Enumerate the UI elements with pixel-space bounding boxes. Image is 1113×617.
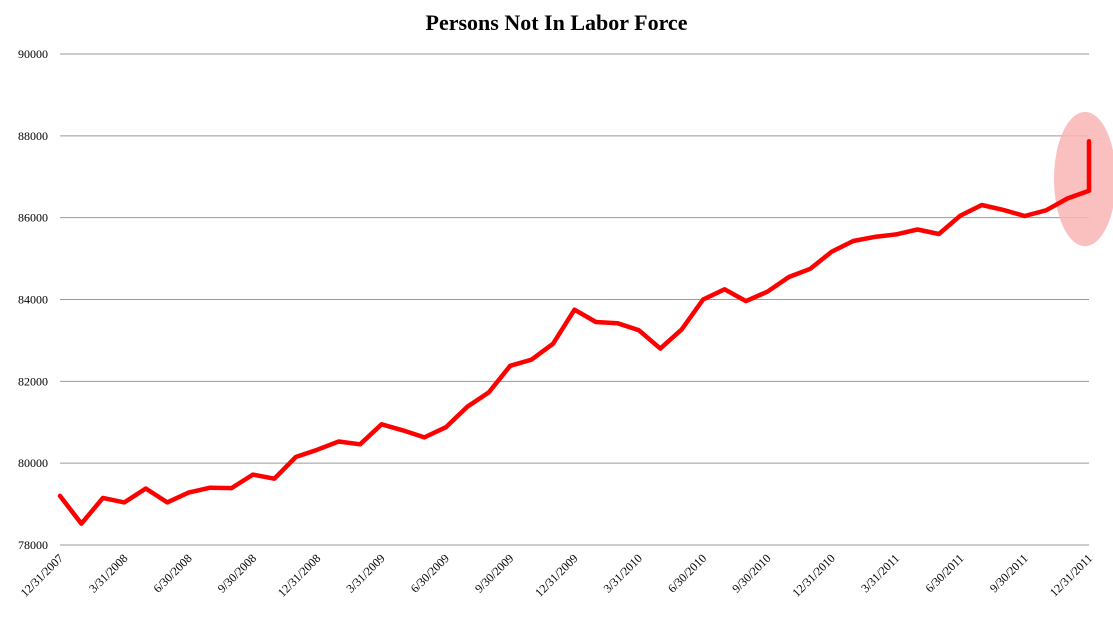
series (57, 138, 1092, 526)
annotations (1054, 111, 1113, 247)
x-tick-label: 9/30/2009 (472, 551, 516, 595)
x-tick-label: 12/31/2010 (789, 551, 838, 600)
x-tick-label: 3/31/2009 (343, 551, 387, 595)
x-tick-label: 6/30/2011 (922, 551, 966, 595)
y-tick-label: 88000 (18, 129, 48, 143)
x-tick-label: 6/30/2010 (665, 551, 709, 595)
x-tick-label: 9/30/2008 (215, 551, 259, 595)
x-tick-label: 3/31/2008 (86, 551, 130, 595)
x-tick-label: 6/30/2008 (150, 551, 194, 595)
gridlines (60, 53, 1089, 546)
x-tick-label: 12/31/2011 (1047, 551, 1095, 599)
x-tick-label: 9/30/2011 (987, 551, 1031, 595)
x-axis-ticks: 12/31/2007 3/31/2008 6/30/2008 9/30/2008 12/… (18, 551, 1096, 600)
y-tick-label: 86000 (18, 211, 48, 225)
y-tick-label: 78000 (18, 538, 48, 552)
y-tick-label: 82000 (18, 374, 48, 388)
y-tick-label: 80000 (18, 456, 48, 470)
x-tick-label: 6/30/2009 (408, 551, 452, 595)
y-axis-ticks: 78000 80000 82000 84000 86000 88000 90000 (18, 47, 48, 552)
highlight-ellipse (1054, 111, 1113, 247)
x-tick-label: 3/31/2010 (601, 551, 645, 595)
chart-title: Persons Not In Labor Force (425, 10, 688, 35)
x-tick-label: 3/31/2011 (858, 551, 902, 595)
x-tick-label: 9/30/2010 (729, 551, 773, 595)
y-tick-label: 90000 (18, 47, 48, 61)
x-tick-label: 12/31/2008 (275, 551, 324, 600)
y-tick-label: 84000 (18, 293, 48, 307)
x-tick-label: 12/31/2007 (18, 551, 67, 600)
x-tick-label: 12/31/2009 (532, 551, 581, 600)
series-line (57, 138, 1092, 526)
